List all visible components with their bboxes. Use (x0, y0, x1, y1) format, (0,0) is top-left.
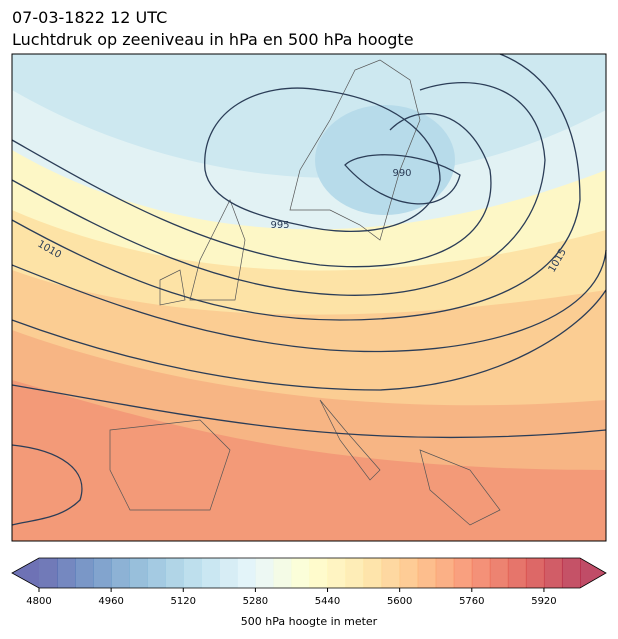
colorbar-outline (11, 557, 607, 589)
colorbar-segment (543, 558, 563, 588)
colorbar: 4800 4960 5120 5280 5440 5600 5760 5920 500 hPa … (11, 557, 607, 628)
colorbar-segment (201, 558, 220, 588)
colorbar-segment (147, 558, 166, 588)
colorbar-segment (255, 558, 274, 588)
title: 07-03-1822 12 UTC (12, 8, 168, 27)
colorbar-segment (237, 558, 256, 588)
colorbar-tick-label: 5920 (531, 596, 556, 607)
colorbar-segment (219, 558, 238, 588)
colorbar-segment (381, 558, 401, 588)
colorbar-segment (183, 558, 202, 588)
colorbar-segment (363, 558, 383, 588)
colorbar-tick-label: 4960 (98, 596, 123, 607)
colorbar-segment (309, 558, 329, 588)
colorbar-segment (417, 558, 437, 588)
colorbar-segment (327, 558, 347, 588)
colorbar-segment (453, 558, 473, 588)
colorbar-segment (93, 558, 112, 588)
colorbar-segment (399, 558, 419, 588)
map-frame (11, 53, 607, 542)
colorbar-extend-low (12, 558, 39, 588)
colorbar-segment (273, 558, 292, 588)
colorbar-tick-label: 4800 (26, 596, 51, 607)
colorbar-segment (129, 558, 148, 588)
contour-label: 990 (392, 168, 411, 179)
colorbar-segment (57, 558, 76, 588)
colorbar-tick-label: 5440 (315, 596, 340, 607)
colorbar-segment (561, 558, 581, 588)
colorbar-tick-label: 5120 (171, 596, 196, 607)
colorbar-segment (507, 558, 527, 588)
colorbar-segment (75, 558, 94, 588)
colorbar-segment (39, 558, 58, 588)
colorbar-segment (471, 558, 491, 588)
colorbar-tick-label: 5760 (459, 596, 484, 607)
colorbar-segment (435, 558, 455, 588)
colorbar-label: 500 hPa hoogte in meter (241, 615, 378, 628)
colorbar-segment (489, 558, 509, 588)
contour-label: 995 (270, 220, 289, 231)
colorbar-segment (525, 558, 545, 588)
height-field (12, 54, 606, 541)
colorbar-segment (165, 558, 184, 588)
subtitle: Luchtdruk op zeeniveau in hPa en 500 hPa… (12, 30, 414, 49)
colorbar-segment (111, 558, 130, 588)
colorbar-segment (291, 558, 310, 588)
colorbar-tick-label: 5280 (243, 596, 268, 607)
colorbar-segment (345, 558, 365, 588)
isobars (11, 53, 607, 526)
colorbar-extend-high (580, 558, 606, 588)
colorbar-tick-label: 5600 (387, 596, 412, 607)
